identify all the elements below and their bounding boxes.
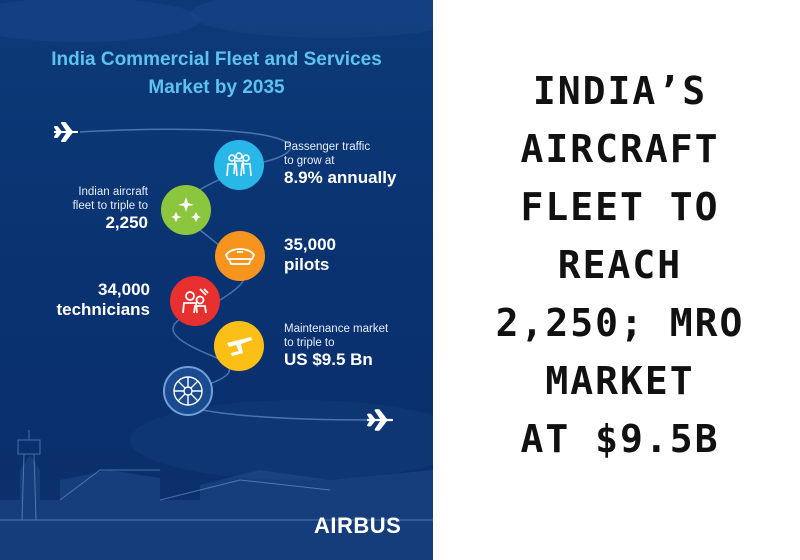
- headline: INDIA’S AIRCRAFT FLEET TO REACH 2,250; M…: [440, 62, 800, 468]
- pilots-stat: 35,000 pilots: [284, 235, 336, 275]
- fleet-stat-line1: Indian aircraft: [78, 186, 148, 198]
- fleet-stat-value: 2,250: [105, 213, 148, 232]
- maintenance-icon: [214, 321, 264, 371]
- passenger-stat: Passenger traffic to grow at 8.9% annual…: [284, 140, 396, 188]
- headline-line6: MARKET: [545, 359, 695, 403]
- headline-line7: AT $9.5B: [520, 417, 720, 461]
- pilots-stat-value: 35,000: [284, 235, 336, 254]
- pilots-stat-label: pilots: [284, 255, 330, 274]
- fleet-icon: [161, 185, 211, 235]
- passenger-stat-line2: to grow at: [284, 155, 335, 167]
- headline-line4: REACH: [557, 243, 683, 287]
- headline-line1: INDIA’S: [532, 69, 708, 113]
- passenger-stat-line1: Passenger traffic: [284, 141, 371, 153]
- infographic-poster: India Commercial Fleet and Services Mark…: [0, 0, 433, 560]
- technician-icon: [170, 276, 220, 326]
- poster-title-line2: Market by 2035: [148, 77, 285, 98]
- fleet-stat-line2: fleet to triple to: [72, 200, 148, 212]
- technicians-stat: 34,000 technicians: [20, 280, 150, 320]
- maintenance-stat-line2: to triple to: [284, 337, 335, 349]
- technicians-stat-value: 34,000: [98, 280, 150, 299]
- headline-line5: 2,250; MRO: [495, 301, 745, 345]
- maintenance-stat: Maintenance market to triple to US $9.5 …: [284, 322, 388, 370]
- headline-line2: AIRCRAFT: [520, 127, 720, 171]
- skyline: [0, 455, 433, 560]
- pilot-icon: [215, 231, 265, 281]
- poster-background: [0, 0, 433, 560]
- poster-title-line1: India Commercial Fleet and Services: [51, 49, 382, 70]
- maintenance-stat-value: US $9.5 Bn: [284, 350, 373, 369]
- passenger-stat-value: 8.9% annually: [284, 168, 397, 187]
- poster-title: India Commercial Fleet and Services Mark…: [0, 46, 433, 102]
- technicians-stat-label: technicians: [56, 300, 150, 319]
- headline-line3: FLEET TO: [520, 185, 720, 229]
- airbus-logo: AIRBUS: [314, 513, 402, 538]
- maintenance-stat-line1: Maintenance market: [284, 323, 389, 335]
- airplane-icon: [54, 122, 78, 142]
- control-tower: [0, 430, 433, 521]
- passenger-icon: [214, 140, 264, 190]
- fleet-stat: Indian aircraft fleet to triple to 2,250: [40, 185, 148, 233]
- engine-icon: [163, 366, 213, 416]
- airplane-icon: [367, 409, 393, 431]
